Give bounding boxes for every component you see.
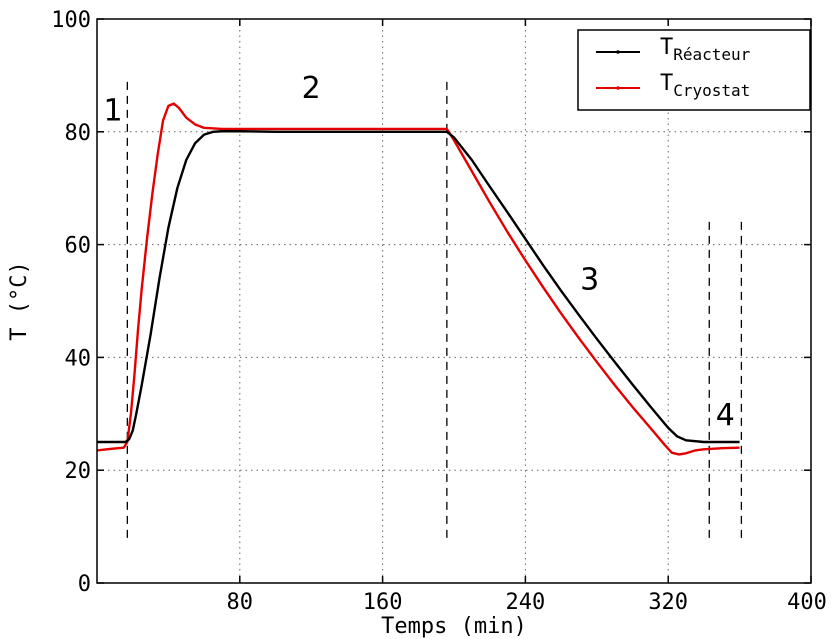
y-tick-label: 20 — [65, 459, 92, 484]
y-tick-label: 40 — [65, 346, 92, 371]
phase-label: 2 — [302, 71, 321, 106]
phase-annotations: 1 2 3 4 — [104, 71, 735, 433]
legend-marker-cryostat — [616, 86, 620, 90]
y-tick-label: 80 — [65, 121, 92, 146]
y-tick-label: 0 — [78, 572, 91, 597]
legend-sub-cryostat: Cryostat — [673, 81, 750, 100]
legend-main-cryostat: T — [660, 71, 673, 96]
phase-label: 3 — [580, 263, 599, 298]
x-tick-label: 400 — [787, 590, 827, 615]
phase-label: 1 — [104, 94, 123, 129]
axis-ticks: 80 160 240 320 400 0 20 40 60 80 100 — [51, 8, 827, 615]
legend-main-reacteur: T — [660, 35, 673, 60]
grid-lines — [97, 19, 811, 583]
y-axis-title: T (°C) — [7, 261, 32, 340]
series-line-cryostat — [96, 102, 740, 456]
y-tick-label: 60 — [65, 234, 92, 259]
series-line-reacteur — [97, 130, 740, 444]
x-tick-label: 80 — [227, 590, 254, 615]
series-lines — [96, 102, 740, 456]
legend-marker-reacteur — [616, 50, 620, 54]
legend-box — [577, 29, 811, 111]
legend: TRéacteur TCryostat — [577, 29, 811, 111]
phase-label: 4 — [716, 398, 735, 433]
x-tick-label: 240 — [506, 590, 546, 615]
legend-label-cryostat: TCryostat — [660, 71, 750, 100]
x-axis-title: Temps (min) — [381, 614, 527, 639]
y-tick-label: 100 — [51, 8, 91, 33]
x-tick-label: 320 — [648, 590, 688, 615]
legend-sub-reacteur: Réacteur — [673, 45, 750, 64]
x-tick-label: 160 — [363, 590, 403, 615]
legend-label-reacteur: TRéacteur — [660, 35, 751, 64]
plot-frame — [96, 18, 812, 584]
phase-dividers — [126, 81, 743, 538]
